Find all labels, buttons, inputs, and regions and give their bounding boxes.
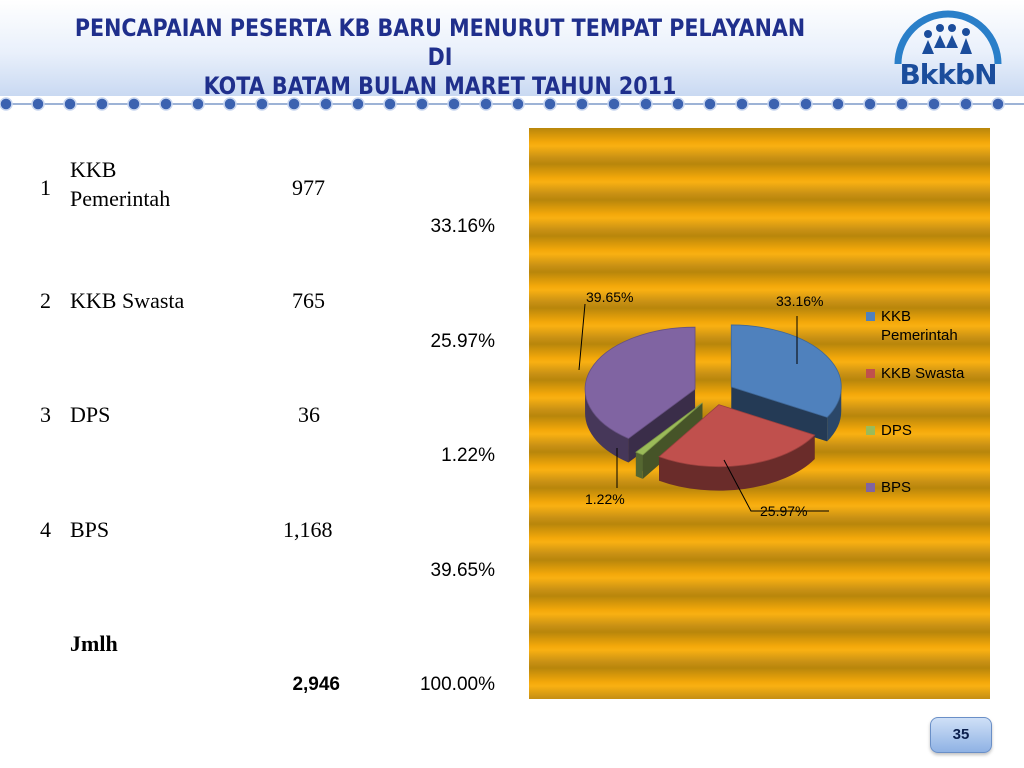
row-2-percent: 25.97% [430, 331, 495, 352]
pie-slice-side-kkb-pemerintah [827, 386, 842, 442]
divider-dot [31, 97, 45, 111]
divider-dot [63, 97, 77, 111]
title-line-1: PENCAPAIAN PESERTA KB BARU MENURUT TEMPA… [74, 14, 806, 71]
leader-bps [578, 303, 586, 371]
divider-dot [447, 97, 461, 111]
row-3-name: DPS [70, 402, 111, 427]
row-1-name-line1: KKB [70, 157, 117, 182]
divider-dot [223, 97, 237, 111]
pie-slice-side-dps [635, 452, 643, 479]
data-label-kkb-pemerintah: 33.16% [776, 293, 824, 309]
leader-kkb-swasta [723, 459, 829, 512]
row-1-value: 977 [292, 175, 325, 200]
legend-swatch [866, 483, 875, 492]
divider-dot [991, 97, 1005, 111]
divider-dot [895, 97, 909, 111]
pie-slice-kkb-swasta [658, 404, 816, 468]
row-4-percent: 39.65% [430, 560, 495, 581]
divider-dot [607, 97, 621, 111]
divider-dot [255, 97, 269, 111]
divider-dot [319, 97, 333, 111]
bkkbn-logo: BkkbN [888, 8, 1008, 94]
total-percent: 100.00% [419, 674, 495, 695]
pie-slice-dps [635, 402, 703, 456]
divider-dot [959, 97, 973, 111]
row-4-no: 4 [40, 517, 51, 542]
row-4-value: 1,168 [283, 517, 333, 542]
data-label-dps: 1.22% [585, 491, 625, 507]
divider-dot [703, 97, 717, 111]
row-2-name: KKB Swasta [70, 288, 185, 313]
row-2-value: 765 [292, 288, 325, 313]
divider-dot [0, 97, 13, 111]
legend-swatch [866, 369, 875, 378]
total-label: Jmlh [70, 631, 118, 656]
header-dot-divider [0, 97, 1024, 111]
legend-swatch [866, 426, 875, 435]
logo-people-icon [894, 10, 1002, 65]
row-1-percent: 33.16% [430, 216, 495, 237]
legend-swatch [866, 312, 875, 321]
divider-dot [735, 97, 749, 111]
divider-dot [831, 97, 845, 111]
pie-slice-edge-kkb-pemerintah [731, 386, 828, 442]
divider-dot [863, 97, 877, 111]
data-label-bps: 39.65% [586, 289, 634, 305]
row-2-no: 2 [40, 288, 51, 313]
divider-dot [287, 97, 301, 111]
total-value: 2,946 [292, 674, 340, 695]
legend-label-line1: KKB [881, 308, 912, 325]
pie-slice-side-bps [585, 389, 629, 463]
page-number-badge: 35 [930, 717, 992, 753]
slide-header: PENCAPAIAN PESERTA KB BARU MENURUT TEMPA… [0, 0, 1024, 100]
row-3-no: 3 [40, 402, 51, 427]
divider-dot [191, 97, 205, 111]
title-line-2: KOTA BATAM BULAN MARET TAHUN 2011 [203, 72, 677, 100]
divider-dot [159, 97, 173, 111]
legend-label: DPS [881, 422, 912, 439]
logo-text: BkkbN [899, 58, 997, 91]
divider-dot [639, 97, 653, 111]
row-3-value: 36 [298, 402, 320, 427]
row-3-percent: 1.22% [441, 445, 495, 466]
divider-dot [383, 97, 397, 111]
divider-dot [927, 97, 941, 111]
pie-slice-bps [584, 326, 696, 439]
divider-dot [479, 97, 493, 111]
divider-dot [127, 97, 141, 111]
divider-dot [799, 97, 813, 111]
pie-slice-side-kkb-swasta [659, 435, 815, 491]
row-1-no: 1 [40, 175, 51, 200]
divider-dot [351, 97, 365, 111]
divider-dot [671, 97, 685, 111]
data-label-kkb-swasta: 25.97% [760, 503, 808, 519]
divider-dot [767, 97, 781, 111]
divider-dot [415, 97, 429, 111]
row-1-name-line2: Pemerintah [70, 186, 171, 211]
legend-label: BPS [881, 479, 912, 496]
legend-label-line2: Pemerintah [881, 327, 958, 344]
pie-slice-kkb-pemerintah [730, 324, 842, 418]
legend-label: KKB Swasta [881, 365, 965, 382]
pie-chart [578, 303, 842, 512]
row-4-name: BPS [70, 517, 110, 542]
slide-title: PENCAPAIAN PESERTA KB BARU MENURUT TEMPA… [70, 14, 810, 101]
pie-slice-edge-bps [628, 389, 696, 463]
divider-dot [511, 97, 525, 111]
divider-dot [543, 97, 557, 111]
divider-dot [95, 97, 109, 111]
pie-slice-edge-dps [642, 402, 703, 479]
divider-dot [575, 97, 589, 111]
